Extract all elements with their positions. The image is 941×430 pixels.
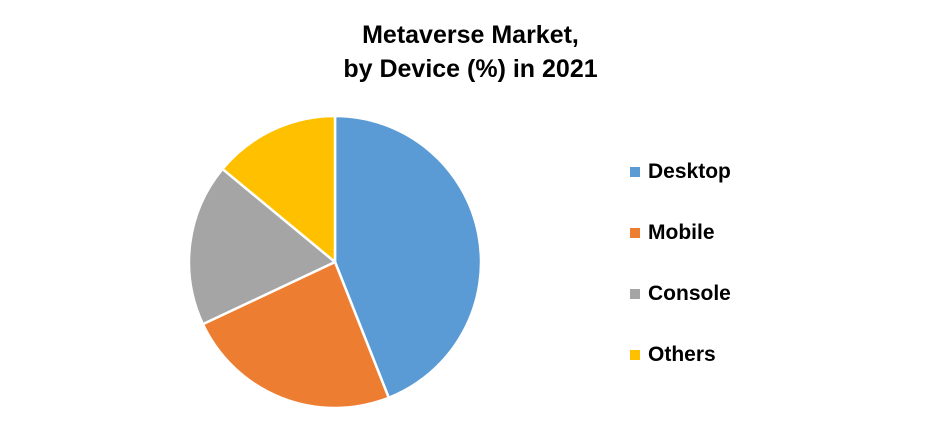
legend-label-desktop: Desktop [648, 160, 731, 183]
chart-title-line-1: Metaverse Market, [362, 21, 579, 49]
pie-slice-others [221, 114, 337, 264]
legend-swatch-others [630, 350, 640, 360]
legend-label-console: Console [648, 282, 731, 305]
legend-swatch-mobile [630, 228, 640, 238]
chart-title-line-2: by Device (%) in 2021 [343, 55, 598, 83]
legend-item-others: Others [630, 335, 731, 375]
legend-item-mobile: Mobile [630, 213, 731, 253]
pie-slice-mobile [201, 260, 390, 410]
legend-label-others: Others [648, 343, 716, 366]
chart-title: Metaverse Market, by Device (%) in 2021 [0, 18, 941, 86]
legend-label-mobile: Mobile [648, 221, 715, 244]
legend-swatch-console [630, 289, 640, 299]
legend-item-console: Console [630, 274, 731, 314]
pie-slice-desktop [333, 114, 483, 399]
pie-slice-console [187, 167, 337, 326]
legend: Desktop Mobile Console Others [630, 152, 731, 396]
legend-item-desktop: Desktop [630, 152, 731, 192]
legend-swatch-desktop [630, 167, 640, 177]
